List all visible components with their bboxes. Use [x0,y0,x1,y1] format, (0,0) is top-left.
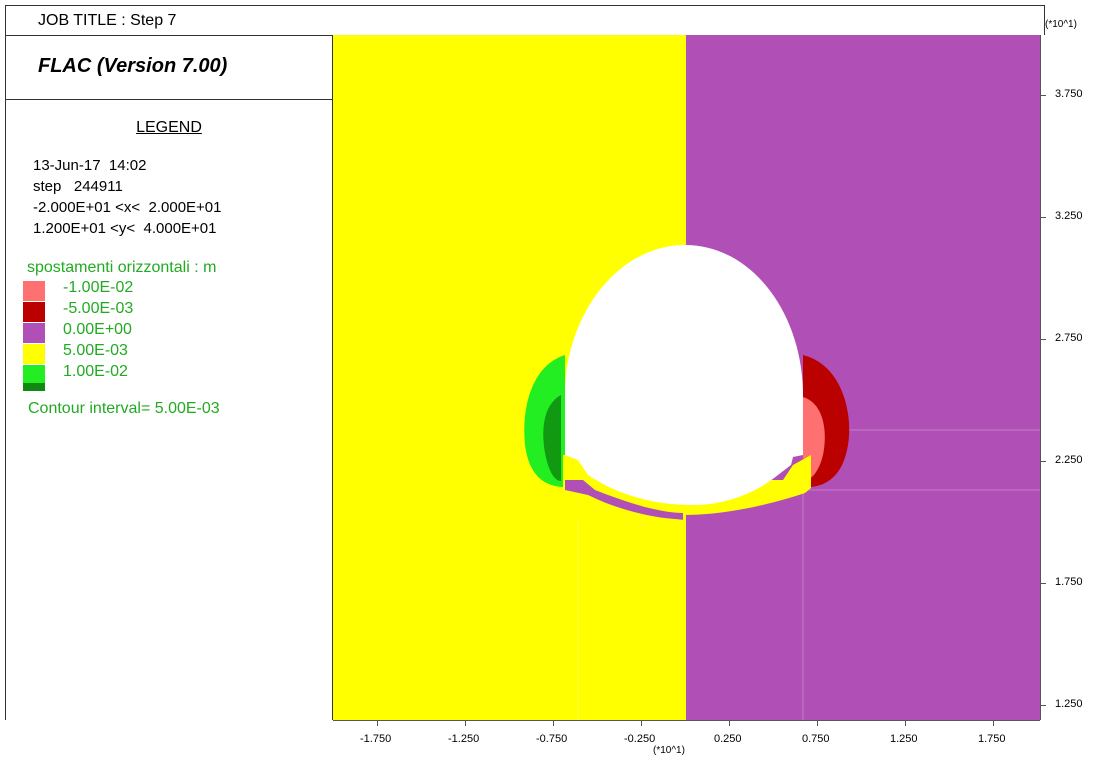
contour-plot [333,35,1040,720]
y-tick [1041,217,1046,218]
y-axis: 3.750 3.250 2.750 2.250 1.750 1.250 [1040,35,1095,720]
job-title: JOB TITLE : Step 7 [5,5,1045,35]
legend-swatch [23,365,45,385]
legend-x-range: -2.000E+01 <x< 2.000E+01 [33,199,222,216]
legend-item: 5.00E-03 [23,342,332,364]
contour-interval: Contour interval= 5.00E-03 [28,400,220,417]
legend-bottom-swatch [23,383,45,391]
legend-swatch [23,281,45,301]
legend-item: 0.00E+00 [23,321,332,343]
x-tick-label: -0.750 [536,733,568,745]
legend-item-label: -1.00E-02 [63,279,134,296]
legend-item-label: -5.00E-03 [63,300,134,317]
legend-item-label: 1.00E-02 [63,363,128,380]
y-tick-label: 1.750 [1055,576,1083,588]
y-axis-scale-label: (*10^1) [1045,19,1077,30]
x-tick-label: 1.250 [890,733,918,745]
dark-green-zone-left [543,395,561,481]
y-tick-label: 3.250 [1055,210,1083,222]
legend-item-label: 0.00E+00 [63,321,132,338]
tunnel-floor-purple [565,480,683,520]
x-tick [553,721,554,726]
legend-info: 13-Jun-17 14:02 step 244911 -2.000E+01 <… [6,155,332,239]
legend-swatch [23,344,45,364]
y-tick-label: 3.750 [1055,88,1083,100]
legend-item: -5.00E-03 [23,300,332,322]
x-tick-label: -0.250 [624,733,656,745]
y-tick [1041,461,1046,462]
x-tick-label: 0.250 [714,733,742,745]
legend-swatch [23,302,45,322]
x-tick [817,721,818,726]
y-tick-label: 2.750 [1055,332,1083,344]
tunnel-opening [565,245,803,505]
x-axis-scale-label: (*10^1) [653,745,685,756]
x-tick [465,721,466,726]
y-tick [1041,583,1046,584]
legend-item-label: 5.00E-03 [63,342,128,359]
legend-step: step 244911 [33,178,123,195]
legend-panel: FLAC (Version 7.00) LEGEND 13-Jun-17 14:… [5,35,333,720]
y-tick-label: 2.250 [1055,454,1083,466]
x-tick [993,721,994,726]
legend-date: 13-Jun-17 14:02 [33,157,147,174]
legend-item: 1.00E-02 [23,363,332,391]
y-tick-label: 1.250 [1055,698,1083,710]
x-tick [729,721,730,726]
legend-y-range: 1.200E+01 <y< 4.000E+01 [33,220,217,237]
x-tick-label: -1.250 [448,733,480,745]
legend-variable: spostamenti orizzontali : m [27,259,217,276]
y-tick [1041,95,1046,96]
x-tick-label: 0.750 [802,733,830,745]
legend-item: -1.00E-02 [23,279,332,301]
x-tick [641,721,642,726]
legend-swatch [23,323,45,343]
x-tick-label: 1.750 [978,733,1006,745]
central-stem [568,505,686,720]
x-tick-label: -1.750 [360,733,392,745]
x-tick [377,721,378,726]
y-tick [1041,705,1046,706]
y-tick [1041,339,1046,340]
x-axis: -1.750 -1.250 -0.750 -0.250 0.250 0.750 … [333,720,1040,759]
legend-list: -1.00E-02 -5.00E-03 0.00E+00 5.00E-03 1.… [23,279,332,391]
version-title: FLAC (Version 7.00) [6,36,332,100]
legend-title: LEGEND [136,119,202,136]
x-tick [905,721,906,726]
